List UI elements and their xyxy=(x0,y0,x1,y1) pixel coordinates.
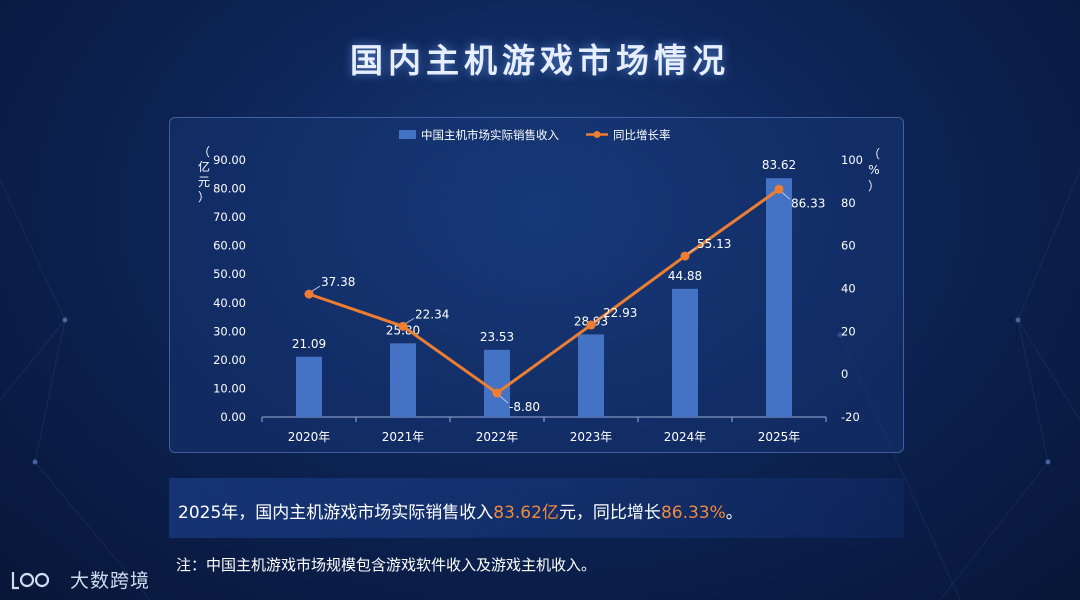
bar xyxy=(390,343,416,417)
summary-middle: 元，同比增长 xyxy=(558,503,661,523)
growth-label-leader xyxy=(593,316,603,323)
chart-panel: 中国主机市场实际销售收入 同比增长率 0.00 10.00 20.00 30.00 40.0… xyxy=(169,117,904,453)
summary-bar xyxy=(169,478,904,538)
y-left-tick-label: 10.00 xyxy=(213,381,246,395)
bar-value-label: 44.88 xyxy=(668,269,702,283)
growth-value-label: -8.80 xyxy=(509,400,540,414)
x-tick-label: 2024年 xyxy=(664,430,707,444)
x-tick-label: 2023年 xyxy=(570,430,613,444)
y-right-axis-title: % xyxy=(868,163,879,177)
growth-point xyxy=(774,184,784,194)
bar-value-label: 21.09 xyxy=(292,337,326,351)
bar-value-label: 83.62 xyxy=(762,158,796,172)
growth-point xyxy=(304,289,314,299)
bar-value-label: 23.53 xyxy=(480,330,514,344)
growth-value-label: 37.38 xyxy=(321,275,355,289)
summary-prefix: 2025年，国内主机游戏市场实际销售收入 xyxy=(178,503,494,523)
growth-label-leader xyxy=(687,247,697,254)
legend-line-label: 同比增长率 xyxy=(613,128,671,142)
legend-bar-label: 中国主机市场实际销售收入 xyxy=(421,128,559,142)
footnote: 注：中国主机游戏市场规模包含游戏软件收入及游戏主机收入。 xyxy=(176,556,597,574)
summary-text: 2025年，国内主机游戏市场实际销售收入83.62亿元，同比增长86.33%。 xyxy=(178,498,743,523)
brand-name: 大数跨境 xyxy=(70,570,151,592)
y-left-axis-title: 元 xyxy=(198,175,210,189)
y-right-tick-label: 0 xyxy=(841,367,848,381)
y-right-tick-label: 40 xyxy=(841,282,856,296)
growth-label-leader xyxy=(499,395,509,404)
x-tick-label: 2022年 xyxy=(476,430,519,444)
y-right-tick-label: 80 xyxy=(841,196,856,210)
bar xyxy=(296,356,322,417)
y-left-tick-label: 80.00 xyxy=(213,182,246,196)
summary-revenue-highlight: 83.62亿 xyxy=(493,503,559,523)
y-right-tick-label: 100 xyxy=(841,153,863,167)
growth-point xyxy=(586,320,596,330)
growth-value-label: 86.33 xyxy=(791,196,825,210)
growth-value-label: 22.34 xyxy=(415,307,449,321)
growth-point xyxy=(492,388,502,398)
summary-suffix: 。 xyxy=(725,503,743,523)
bar xyxy=(484,349,510,417)
x-tick-label: 2021年 xyxy=(382,430,425,444)
bar xyxy=(766,178,792,417)
y-left-tick-label: 70.00 xyxy=(213,210,246,224)
brand-logo: 大数跨境 xyxy=(10,566,150,593)
y-right-axis-title: ） xyxy=(868,179,880,193)
growth-line xyxy=(308,188,780,395)
growth-point xyxy=(680,251,690,261)
growth-label-leader xyxy=(781,191,791,200)
growth-label-leader xyxy=(405,317,415,324)
y-right-axis-title: （ xyxy=(868,147,880,161)
y-left-tick-label: 90.00 xyxy=(213,153,246,167)
y-left-axis-title: 亿 xyxy=(198,159,210,174)
brand-mark-icon xyxy=(11,571,50,589)
x-tick-label: 2025年 xyxy=(758,430,801,444)
combo-chart: 中国主机市场实际销售收入 同比增长率 0.00 10.00 20.00 30.00 40.0… xyxy=(198,128,880,444)
bar xyxy=(672,288,698,417)
y-left-tick-label: 30.00 xyxy=(213,324,246,338)
x-tick-label: 2020年 xyxy=(288,430,331,444)
y-left-axis-title: ） xyxy=(198,190,210,204)
y-right-tick-label: -20 xyxy=(841,410,860,424)
growth-value-label: 22.93 xyxy=(603,306,637,320)
y-left-tick-label: 20.00 xyxy=(213,353,246,367)
growth-value-label: 55.13 xyxy=(697,237,731,251)
legend-bar-swatch xyxy=(399,130,416,139)
growth-label-leader xyxy=(311,285,321,292)
page-title: 国内主机游戏市场情况 xyxy=(350,41,730,80)
legend-line-marker xyxy=(593,131,601,138)
y-left-tick-label: 0.00 xyxy=(220,410,246,424)
y-left-tick-label: 60.00 xyxy=(213,239,246,253)
bar xyxy=(578,334,604,417)
y-right-tick-label: 60 xyxy=(841,239,856,253)
growth-point xyxy=(398,321,408,331)
y-left-tick-label: 40.00 xyxy=(213,296,246,310)
y-right-tick-label: 20 xyxy=(841,324,856,338)
y-left-axis-title: （ xyxy=(198,145,210,159)
y-left-tick-label: 50.00 xyxy=(213,267,246,281)
summary-growth-highlight: 86.33% xyxy=(660,503,726,523)
